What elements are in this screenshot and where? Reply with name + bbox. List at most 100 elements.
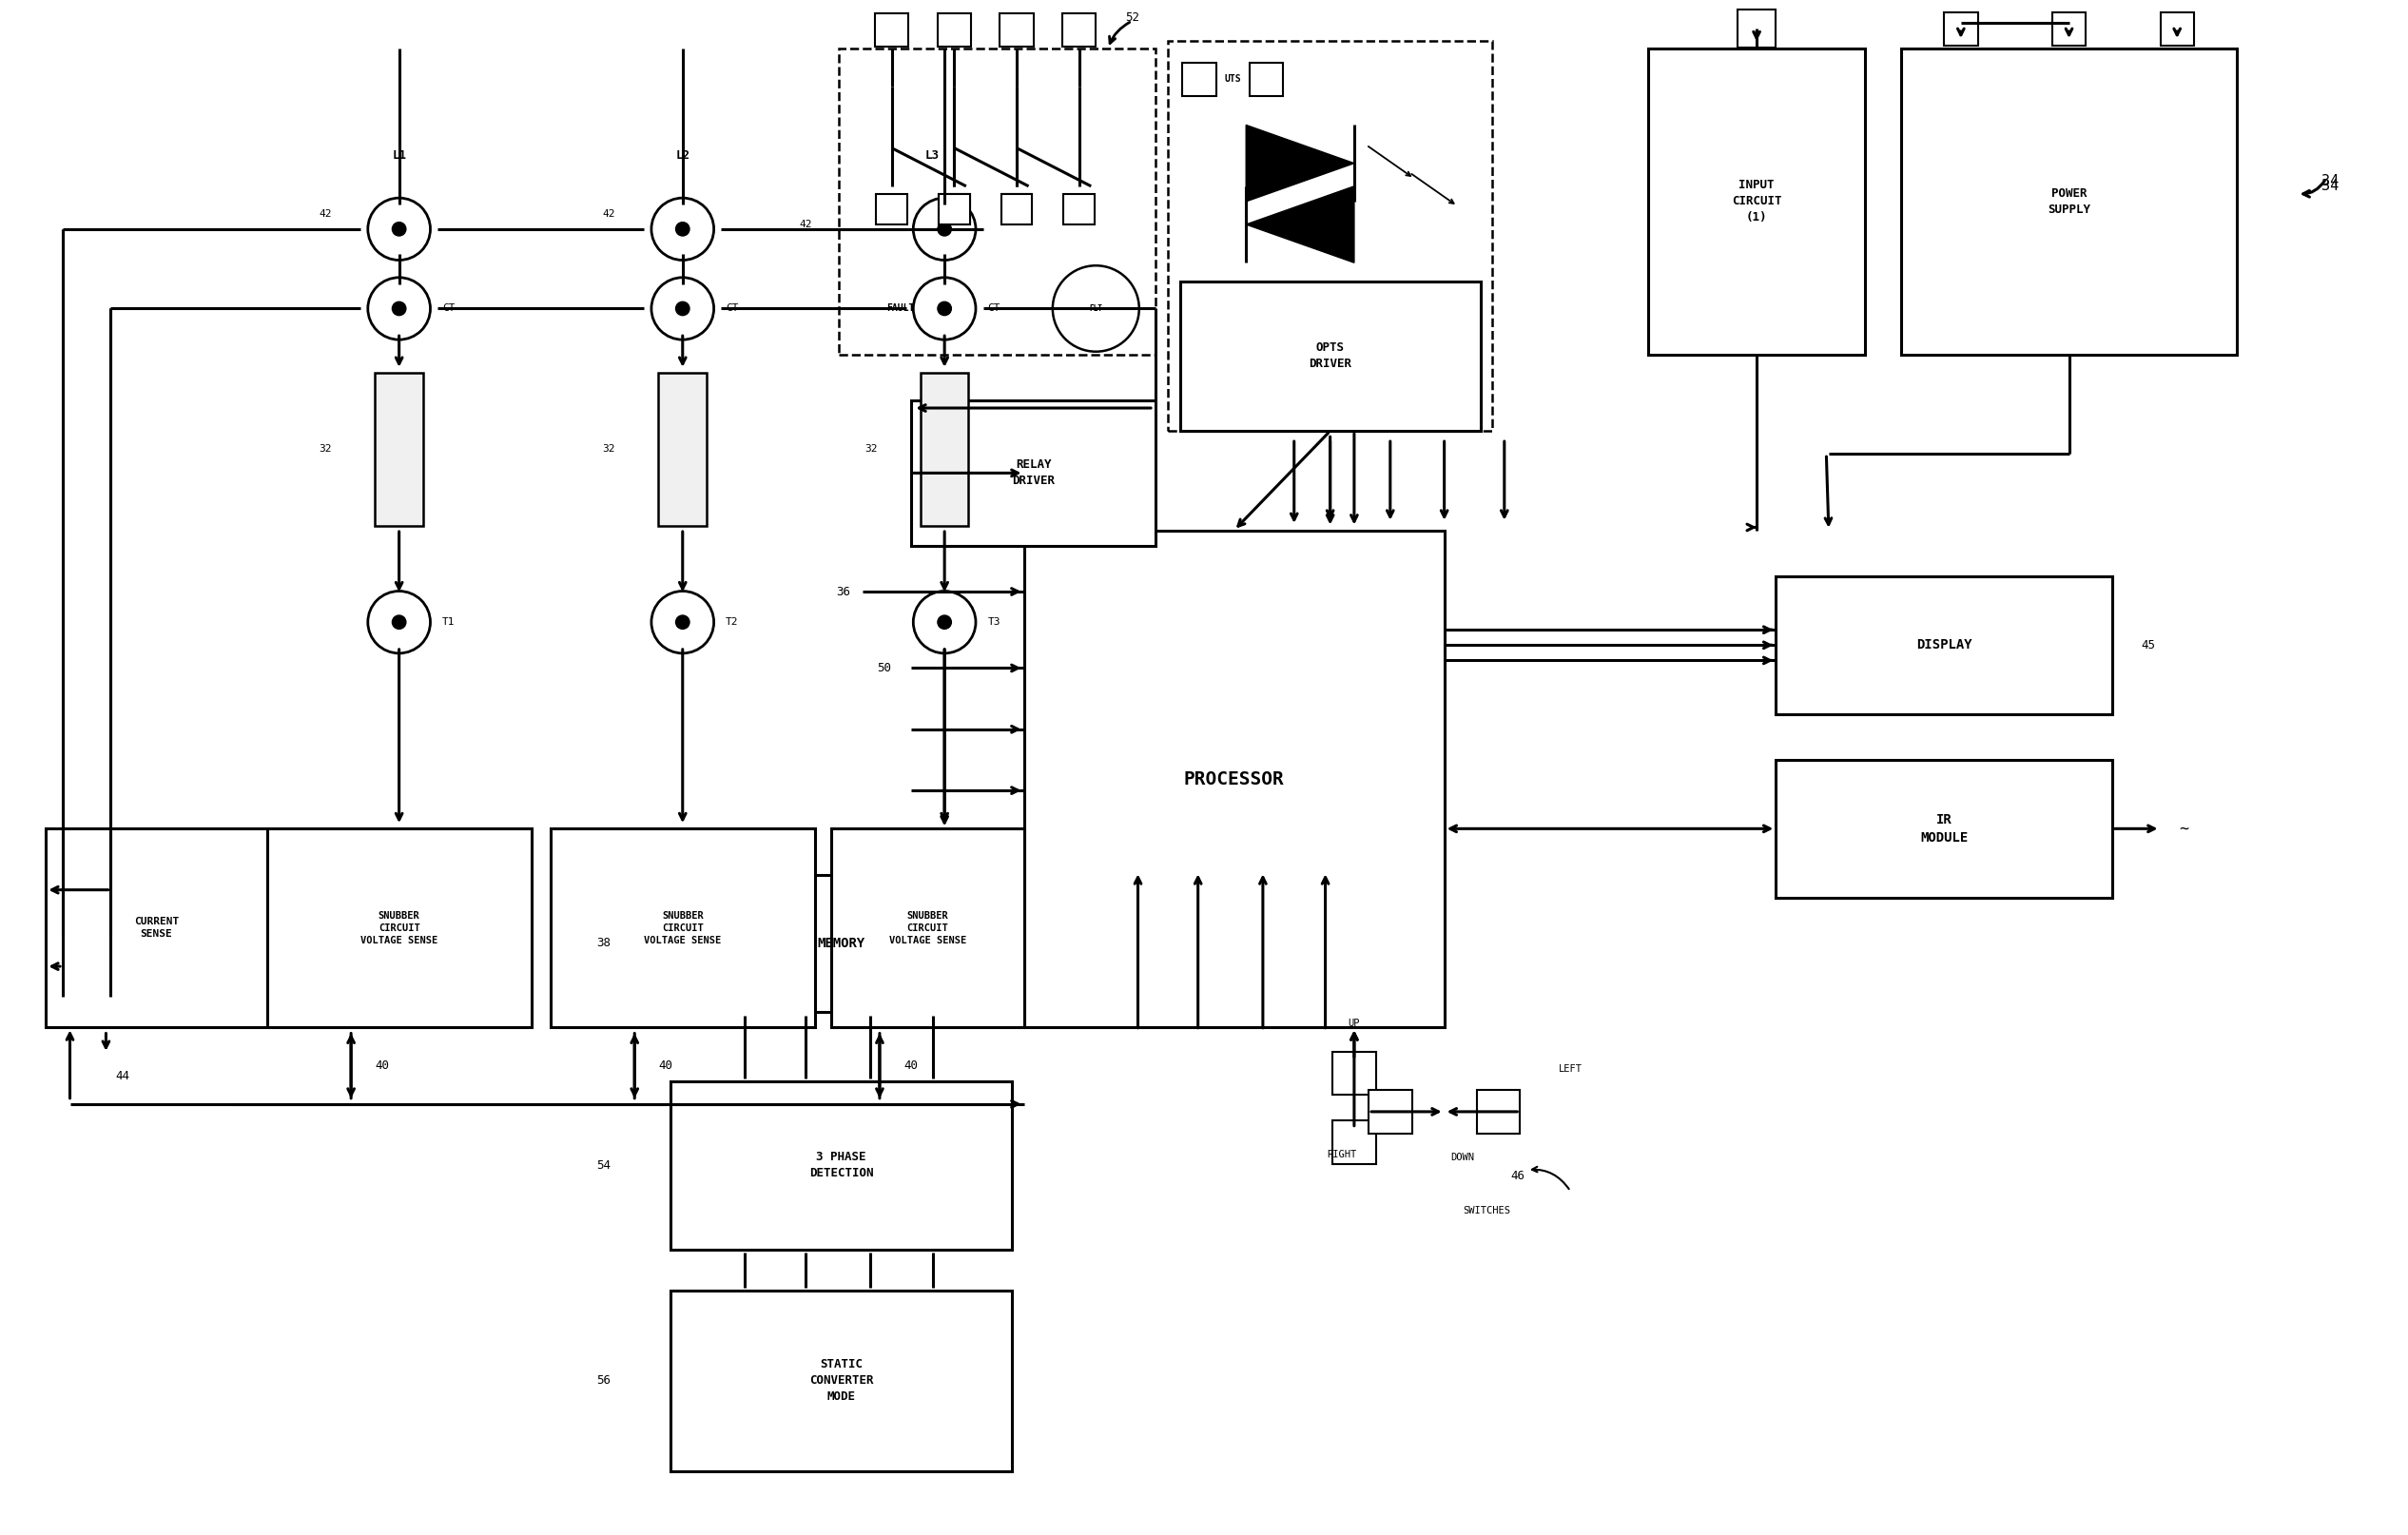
Text: 42: 42 bbox=[602, 209, 616, 218]
Bar bbox=[1368, 1090, 1411, 1133]
Text: SNUBBER
CIRCUIT
VOLTAGE SENSE: SNUBBER CIRCUIT VOLTAGE SENSE bbox=[361, 910, 438, 946]
Text: 50: 50 bbox=[877, 662, 891, 674]
Text: 3 PHASE
DETECTION: 3 PHASE DETECTION bbox=[809, 1151, 874, 1179]
Circle shape bbox=[937, 223, 951, 236]
Bar bbox=[920, 373, 968, 527]
Bar bbox=[1332, 1121, 1375, 1164]
Bar bbox=[1062, 14, 1096, 48]
Bar bbox=[46, 829, 267, 1027]
Text: DISPLAY: DISPLAY bbox=[1917, 639, 1972, 652]
Text: SWITCHES: SWITCHES bbox=[1462, 1207, 1510, 1216]
Bar bbox=[1180, 281, 1481, 431]
Circle shape bbox=[677, 302, 689, 315]
Text: 44: 44 bbox=[116, 1070, 130, 1082]
Bar bbox=[877, 193, 908, 224]
Text: OPTS
DRIVER: OPTS DRIVER bbox=[1308, 342, 1351, 370]
Bar bbox=[1023, 531, 1445, 1027]
Text: 36: 36 bbox=[836, 585, 850, 597]
Text: L1: L1 bbox=[393, 149, 407, 161]
Text: CT: CT bbox=[725, 304, 739, 313]
Text: MEMORY: MEMORY bbox=[816, 936, 864, 950]
Bar bbox=[669, 875, 1011, 1012]
Text: CT: CT bbox=[987, 304, 1002, 313]
Bar bbox=[1064, 193, 1096, 224]
Circle shape bbox=[677, 223, 689, 236]
Text: L2: L2 bbox=[677, 149, 689, 161]
Text: 38: 38 bbox=[597, 938, 612, 950]
Bar bbox=[1943, 12, 1977, 46]
Bar bbox=[1332, 1051, 1375, 1094]
Bar bbox=[657, 373, 706, 527]
Bar bbox=[937, 14, 970, 48]
Text: UP: UP bbox=[1348, 1018, 1361, 1028]
Bar bbox=[267, 829, 532, 1027]
Text: 32: 32 bbox=[864, 445, 877, 454]
Bar bbox=[1649, 49, 1864, 355]
Bar bbox=[1900, 49, 2237, 355]
Bar bbox=[2052, 12, 2085, 46]
Circle shape bbox=[937, 616, 951, 629]
Bar bbox=[1168, 41, 1493, 431]
Text: POWER
SUPPLY: POWER SUPPLY bbox=[2047, 187, 2090, 216]
Circle shape bbox=[393, 302, 407, 315]
Text: 40: 40 bbox=[903, 1059, 917, 1071]
Text: 40: 40 bbox=[376, 1059, 390, 1071]
Text: SNUBBER
CIRCUIT
VOLTAGE SENSE: SNUBBER CIRCUIT VOLTAGE SENSE bbox=[889, 910, 966, 946]
Text: T1: T1 bbox=[443, 617, 455, 626]
Bar bbox=[376, 373, 424, 527]
Text: IR
MODULE: IR MODULE bbox=[1919, 814, 1967, 844]
Text: CURRENT
SENSE: CURRENT SENSE bbox=[135, 916, 178, 939]
Bar bbox=[551, 829, 814, 1027]
Bar bbox=[1739, 9, 1775, 48]
Text: 42: 42 bbox=[318, 209, 332, 218]
Text: 32: 32 bbox=[602, 445, 616, 454]
Bar bbox=[1250, 63, 1283, 95]
Bar bbox=[831, 829, 1023, 1027]
Circle shape bbox=[393, 616, 407, 629]
Text: L3: L3 bbox=[925, 149, 939, 161]
Text: 40: 40 bbox=[657, 1059, 672, 1071]
Text: SNUBBER
CIRCUIT
VOLTAGE SENSE: SNUBBER CIRCUIT VOLTAGE SENSE bbox=[643, 910, 722, 946]
Text: 54: 54 bbox=[597, 1159, 612, 1171]
Text: STATIC
CONVERTER
MODE: STATIC CONVERTER MODE bbox=[809, 1358, 874, 1403]
Text: FLT: FLT bbox=[1088, 304, 1103, 313]
Text: 34: 34 bbox=[2321, 180, 2338, 193]
Text: CT: CT bbox=[443, 304, 455, 313]
Text: RIGHT: RIGHT bbox=[1327, 1150, 1358, 1159]
Text: DOWN: DOWN bbox=[1450, 1153, 1474, 1162]
Text: T3: T3 bbox=[987, 617, 1002, 626]
Bar bbox=[999, 14, 1033, 48]
Text: 34: 34 bbox=[2321, 175, 2338, 189]
Bar bbox=[1182, 63, 1216, 95]
Text: LEFT: LEFT bbox=[1558, 1064, 1582, 1073]
Text: 46: 46 bbox=[1510, 1170, 1524, 1182]
Text: INPUT
CIRCUIT
(1): INPUT CIRCUIT (1) bbox=[1731, 180, 1782, 224]
Bar bbox=[1775, 576, 2112, 714]
Text: RELAY
DRIVER: RELAY DRIVER bbox=[1011, 459, 1055, 487]
Text: 56: 56 bbox=[597, 1375, 612, 1388]
Text: PROCESSOR: PROCESSOR bbox=[1185, 771, 1283, 787]
Circle shape bbox=[937, 302, 951, 315]
Bar bbox=[939, 193, 970, 224]
Text: 42: 42 bbox=[799, 220, 811, 229]
Bar bbox=[1476, 1090, 1519, 1133]
Bar bbox=[1775, 760, 2112, 898]
Text: 52: 52 bbox=[1125, 12, 1139, 25]
Text: ~: ~ bbox=[2179, 820, 2189, 837]
Text: 45: 45 bbox=[2141, 639, 2155, 651]
Bar bbox=[669, 1081, 1011, 1249]
Polygon shape bbox=[1245, 186, 1353, 262]
Circle shape bbox=[393, 223, 407, 236]
Bar bbox=[2160, 12, 2194, 46]
Bar bbox=[1002, 193, 1033, 224]
Circle shape bbox=[677, 616, 689, 629]
Bar bbox=[874, 14, 908, 48]
Text: T2: T2 bbox=[725, 617, 739, 626]
Text: UTS: UTS bbox=[1223, 74, 1240, 84]
Text: 32: 32 bbox=[318, 445, 332, 454]
Polygon shape bbox=[1245, 124, 1353, 201]
Bar bbox=[1002, 193, 1033, 224]
Bar bbox=[669, 1291, 1011, 1471]
Text: FAULT: FAULT bbox=[886, 304, 915, 313]
Bar bbox=[838, 49, 1156, 355]
